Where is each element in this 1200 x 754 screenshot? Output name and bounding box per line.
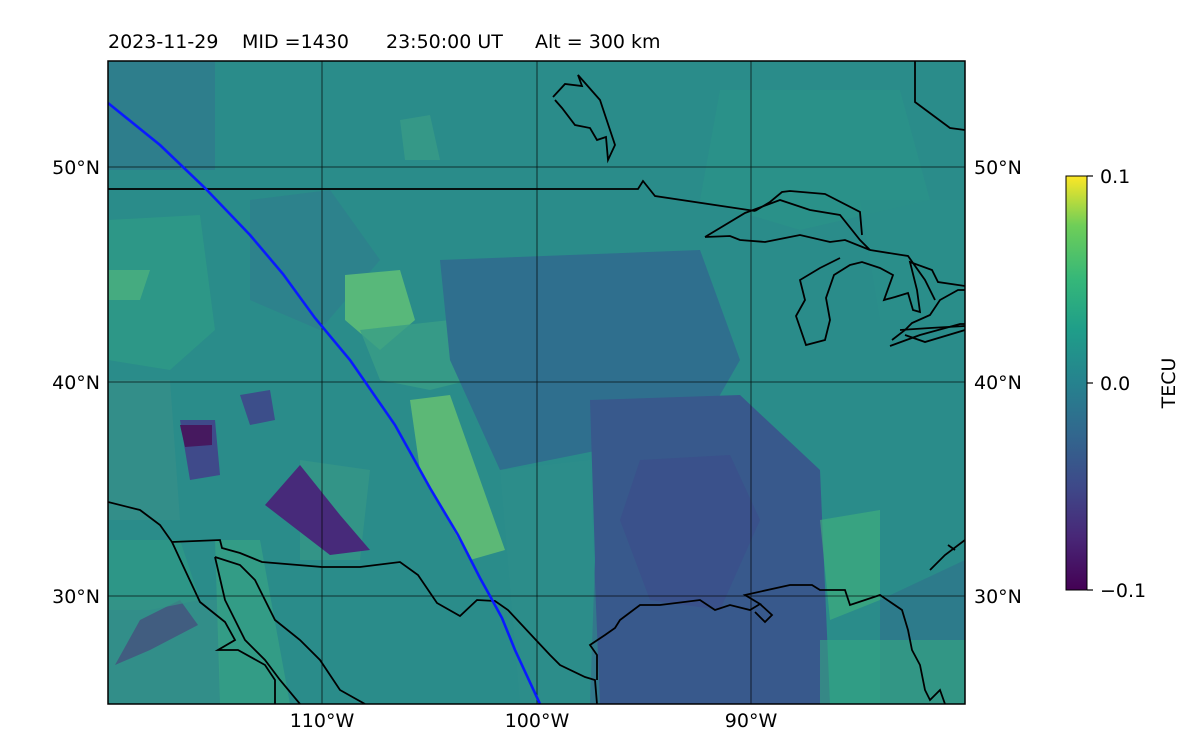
- map-title-alt: Alt = 300 km: [535, 31, 661, 53]
- lat-label-40-left: 40°N: [52, 372, 100, 394]
- colorbar-tick-zero: 0.0: [1100, 373, 1130, 395]
- coastlines: [108, 61, 965, 704]
- colorbar-tick-max: 0.1: [1100, 166, 1130, 188]
- map-title-time: 23:50:00 UT: [386, 31, 503, 53]
- tec-patches: [108, 61, 965, 704]
- colorbar-label: TECU: [1158, 358, 1180, 410]
- map-title-date: 2023-11-29: [108, 31, 218, 53]
- colorbar: 0.1 0.0 −0.1 TECU: [1065, 166, 1180, 602]
- lat-label-30-right: 30°N: [974, 586, 1022, 608]
- map-frame: [107, 60, 966, 705]
- map-title-mid: MID =1430: [242, 31, 349, 53]
- lat-label-40-right: 40°N: [974, 372, 1022, 394]
- colorbar-tick-min: −0.1: [1100, 580, 1146, 602]
- lon-label-90w: 90°W: [725, 710, 778, 732]
- lat-label-30-left: 30°N: [52, 586, 100, 608]
- map-gridlines: [108, 61, 965, 704]
- map-area: [108, 61, 965, 704]
- colorbar-gradient: [1065, 175, 1088, 591]
- lat-label-50-left: 50°N: [52, 157, 100, 179]
- satellite-track: [108, 101, 542, 704]
- lat-label-50-right: 50°N: [974, 157, 1022, 179]
- lon-label-100w: 100°W: [505, 710, 570, 732]
- lon-label-110w: 110°W: [290, 710, 355, 732]
